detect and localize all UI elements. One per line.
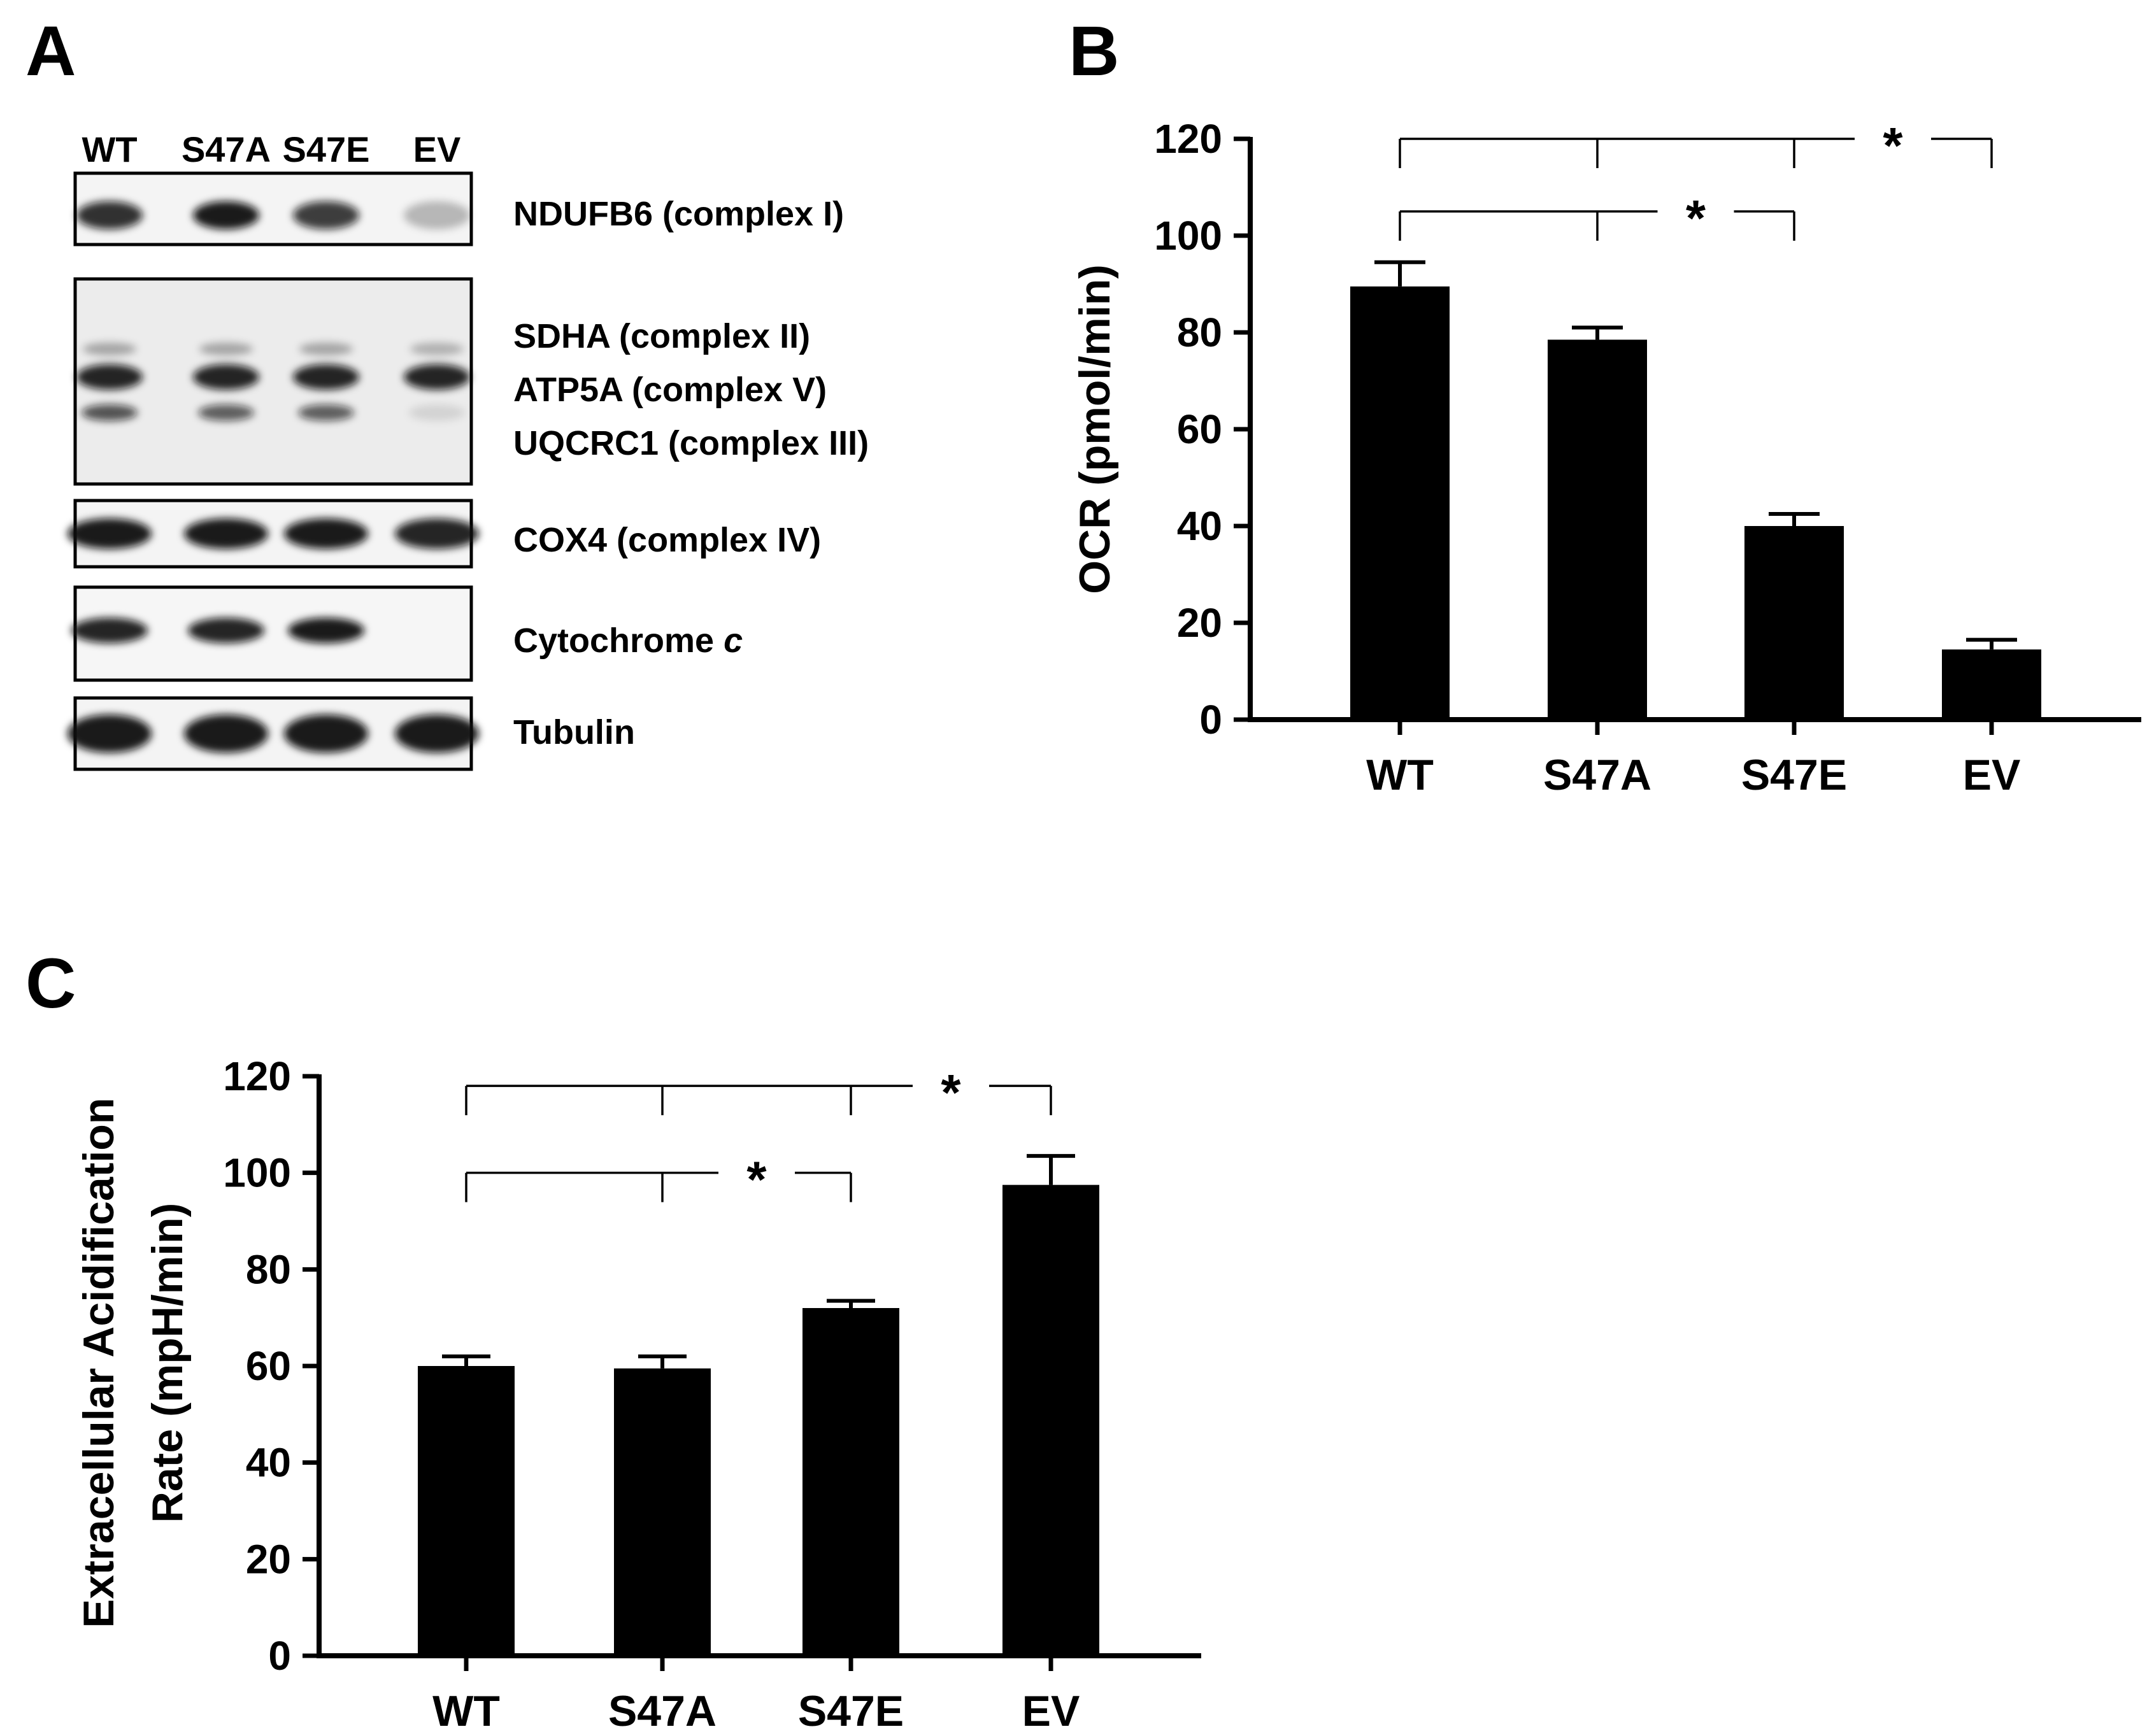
x-tick-label-s47e: S47E <box>798 1687 904 1735</box>
band-uqcrc1-s47a <box>198 404 254 421</box>
bar-s47e <box>1744 526 1844 720</box>
panel-label-c: C <box>25 944 76 1023</box>
bar-ev <box>1942 649 2041 720</box>
y-tick-label: 0 <box>268 1633 291 1679</box>
chart-b-ocr: 0 20 40 60 80 100 120 WT S47A S47E EV * * OCR (pmol/m… <box>1071 116 2141 799</box>
y-tick-label: 20 <box>1177 600 1222 646</box>
label-cytochrome-c: Cytochrome c <box>513 622 743 660</box>
significance-star: * <box>941 1064 961 1121</box>
y-axis-title-line1: Extracellular Acidification <box>75 1098 123 1628</box>
bar-wt <box>1350 286 1450 720</box>
x-tick-label-wt: WT <box>432 1687 500 1735</box>
band-cytc-s47a <box>188 618 264 643</box>
label-cox4: COX4 (complex IV) <box>513 521 821 559</box>
band-ndufb6-ev <box>404 201 470 229</box>
significance-star: * <box>746 1151 767 1208</box>
y-tick-label: 100 <box>1154 213 1222 259</box>
y-tick-label: 80 <box>1177 309 1222 355</box>
band-uqcrc1-s47e <box>298 404 354 421</box>
band-ndufb6-s47a <box>193 201 259 229</box>
panel-label-a: A <box>25 12 76 90</box>
band-atp5a-s47e <box>293 364 359 390</box>
lane-label-s47a: S47A <box>182 129 271 169</box>
label-sdha: SDHA (complex II) <box>513 317 810 355</box>
blot-box-oxphos <box>73 277 473 486</box>
significance-star: * <box>1686 190 1706 246</box>
label-atp5a: ATP5A (complex V) <box>513 371 827 409</box>
band-tubulin-s47a <box>184 715 268 753</box>
x-tick-label-wt: WT <box>1366 751 1434 799</box>
lane-label-s47e: S47E <box>283 129 370 169</box>
band-cox4-s47a <box>184 518 268 549</box>
band-sdha-ev <box>410 343 464 355</box>
x-tick-label-s47e: S47E <box>1741 751 1847 799</box>
band-tubulin-wt <box>68 715 152 753</box>
y-axis-title-line2: Rate (mpH/min) <box>143 1203 192 1523</box>
bar-wt <box>418 1366 515 1656</box>
band-sdha-wt <box>83 343 136 355</box>
y-tick-label: 40 <box>1177 503 1222 549</box>
label-ndufb6: NDUFB6 (complex I) <box>513 195 844 233</box>
band-cytc-s47e <box>288 618 364 643</box>
x-tick-label-s47a: S47A <box>1543 751 1651 799</box>
western-blot-panel: WT S47A S47E EV NDUFB6 (complex I) SDHA (co… <box>68 129 869 771</box>
band-cytc-wt <box>71 618 148 643</box>
band-uqcrc1-wt <box>82 404 138 421</box>
label-cytochrome-italic-c: c <box>724 622 743 660</box>
band-ndufb6-s47e <box>293 201 359 229</box>
chart-c-ecar: 0 20 40 60 80 100 120 WT S47A S47E EV * * Extracellul… <box>75 1053 1201 1735</box>
blot-box-ndufb6 <box>73 171 473 246</box>
band-cox4-ev <box>395 518 479 549</box>
y-tick-label: 0 <box>1199 697 1222 743</box>
x-tick-label-ev: EV <box>1022 1687 1080 1735</box>
blot-bands <box>68 201 479 753</box>
band-tubulin-ev <box>395 715 479 753</box>
label-tubulin: Tubulin <box>513 713 635 751</box>
bar-ev <box>1002 1185 1099 1656</box>
panel-label-b: B <box>1069 12 1119 90</box>
band-sdha-s47e <box>299 343 353 355</box>
x-tick-label-ev: EV <box>1963 751 2021 799</box>
y-tick-label: 120 <box>1154 116 1222 162</box>
band-atp5a-ev <box>404 364 470 390</box>
y-tick-label: 60 <box>246 1343 291 1389</box>
y-tick-label: 40 <box>246 1440 291 1486</box>
label-cytochrome: Cytochrome <box>513 622 724 660</box>
bar-s47a <box>614 1368 711 1656</box>
lane-label-wt: WT <box>82 129 137 169</box>
y-axis-title: OCR (pmol/min) <box>1071 264 1119 594</box>
significance-star: * <box>1883 117 1903 174</box>
y-tick-label: 20 <box>246 1536 291 1582</box>
y-tick-label: 60 <box>1177 406 1222 452</box>
bar-s47e <box>802 1308 899 1656</box>
band-cox4-s47e <box>284 518 368 549</box>
label-uqcrc1: UQCRC1 (complex III) <box>513 424 869 462</box>
bar-s47a <box>1548 339 1647 720</box>
lane-label-ev: EV <box>413 129 461 169</box>
lane-labels: WT S47A S47E EV <box>82 129 460 169</box>
band-atp5a-wt <box>76 364 143 390</box>
band-uqcrc1-ev <box>409 404 465 421</box>
x-tick-label-s47a: S47A <box>608 1687 717 1735</box>
band-ndufb6-wt <box>76 201 143 229</box>
y-tick-label: 100 <box>223 1150 291 1196</box>
band-sdha-s47a <box>199 343 253 355</box>
band-atp5a-s47a <box>193 364 259 390</box>
y-tick-label: 120 <box>223 1053 291 1099</box>
band-cox4-wt <box>68 518 152 549</box>
y-tick-label: 80 <box>246 1246 291 1292</box>
band-tubulin-s47e <box>284 715 368 753</box>
